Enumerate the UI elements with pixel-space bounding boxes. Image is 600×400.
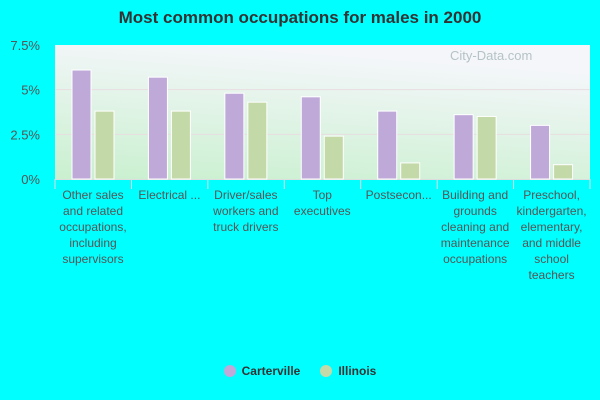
bar-carterville[interactable] [530, 124, 551, 180]
bar-illinois[interactable] [170, 110, 191, 180]
bar-carterville[interactable] [224, 92, 245, 180]
x-tick-label: Electrical ... [138, 188, 201, 202]
bar-carterville[interactable] [377, 110, 398, 180]
bar-carterville[interactable] [453, 114, 474, 180]
bar-illinois[interactable] [553, 164, 574, 180]
bar-illinois[interactable] [94, 110, 115, 180]
legend-swatch [223, 365, 236, 377]
bar-illinois[interactable] [323, 135, 344, 180]
x-tick-label: Postsecon... [365, 188, 432, 202]
y-tick-label: 5% [21, 83, 40, 98]
y-tick-label: 7.5% [10, 38, 40, 53]
bar-illinois[interactable] [247, 101, 268, 180]
x-tick-label: Top executives [293, 188, 351, 218]
x-tick-label: Driver/sales workers and truck drivers [213, 188, 279, 234]
legend-swatch [320, 365, 333, 377]
legend-item-carterville[interactable]: Carterville [223, 364, 301, 378]
bar-carterville[interactable] [147, 76, 168, 180]
legend: Carterville Illinois [0, 364, 600, 378]
plot-area [55, 45, 590, 179]
bar-carterville[interactable] [71, 69, 92, 180]
bar-illinois[interactable] [476, 115, 497, 180]
x-tick-label: Building and grounds cleaning and mainte… [440, 188, 510, 266]
bar-carterville[interactable] [300, 96, 321, 180]
watermark: City-Data.com [450, 48, 533, 63]
legend-label: Carterville [241, 364, 301, 378]
legend-label: Illinois [338, 364, 377, 378]
x-tick-label: Preschool, kindergarten, elementary, and… [516, 188, 587, 282]
x-tick-label: Other sales and related occupations, inc… [59, 188, 127, 266]
bar-illinois[interactable] [400, 162, 421, 180]
chart-title: Most common occupations for males in 200… [118, 8, 482, 27]
legend-item-illinois[interactable]: Illinois [320, 364, 376, 378]
y-tick-label: 0% [21, 172, 40, 187]
y-tick-label: 2.5% [10, 127, 40, 142]
